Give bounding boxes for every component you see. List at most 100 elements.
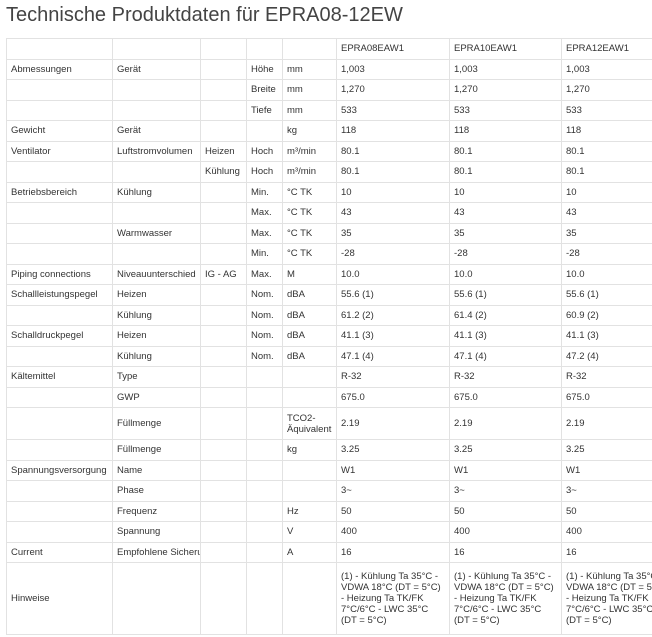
table-cell: Heizen [112, 325, 201, 347]
table-cell: Max. [246, 263, 283, 285]
table-row: Kältemittel Type R-32 R-32 R-32 [6, 366, 652, 388]
table-cell: Kältemittel [6, 366, 113, 388]
table-cell: Breite [246, 79, 283, 101]
table-cell [200, 541, 247, 563]
page-title: Technische Produktdaten für EPRA08-12EW [6, 4, 403, 26]
table-cell: mm [282, 79, 337, 101]
table-cell: 35 [561, 222, 652, 244]
table-cell: m³/min [282, 140, 337, 162]
table-cell: Abmessungen [6, 58, 113, 80]
table-cell [282, 459, 337, 481]
table-cell [246, 562, 283, 635]
table-cell: Min. [246, 243, 283, 265]
table-cell: R-32 [561, 366, 652, 388]
table-cell: Hinweise [6, 562, 113, 635]
table-cell: °C TK [282, 243, 337, 265]
table-cell [200, 480, 247, 502]
table-cell [200, 284, 247, 306]
table-cell [246, 439, 283, 461]
table-cell: Max. [246, 202, 283, 224]
table-row: Breite mm 1,270 1,270 1,270 [6, 79, 652, 101]
table-row: Kühlung Nom. dBA 47.1 (4) 47.1 (4) 47.2 (4) [6, 345, 652, 367]
table-cell: 10.0 [336, 263, 450, 285]
table-cell [246, 120, 283, 142]
table-cell: °C TK [282, 181, 337, 203]
table-cell: Gewicht [6, 120, 113, 142]
table-cell: 55.6 (1) [336, 284, 450, 306]
table-cell: Betriebsbereich [6, 181, 113, 203]
table-row: Schalldruckpegel Heizen Nom. dBA 41.1 (3) 41.… [6, 325, 652, 347]
table-cell: GWP [112, 386, 201, 408]
table-cell: 10.0 [561, 263, 652, 285]
table-cell [246, 38, 283, 60]
table-cell [246, 480, 283, 502]
table-cell: R-32 [449, 366, 562, 388]
table-cell: Nom. [246, 325, 283, 347]
table-cell: -28 [336, 243, 450, 265]
table-cell [200, 366, 247, 388]
table-cell: kg [282, 439, 337, 461]
table-cell [200, 345, 247, 367]
table-cell: 3.25 [449, 439, 562, 461]
table-cell: -28 [561, 243, 652, 265]
table-cell: Kühlung [112, 181, 201, 203]
table-cell [246, 521, 283, 543]
table-row: Betriebsbereich Kühlung Min. °C TK 10 10 10 [6, 181, 652, 203]
table-cell: Name [112, 459, 201, 481]
table-cell: Kühlung [112, 345, 201, 367]
table-cell: 3.25 [336, 439, 450, 461]
table-cell [200, 407, 247, 440]
table-cell: 55.6 (1) [449, 284, 562, 306]
table-cell: 10 [449, 181, 562, 203]
table-cell: W1 [449, 459, 562, 481]
table-cell: Empfohlene Sicherungen [112, 541, 201, 563]
table-cell: °C TK [282, 222, 337, 244]
table-cell: dBA [282, 345, 337, 367]
table-cell: 80.1 [449, 161, 562, 183]
table-cell: 43 [449, 202, 562, 224]
table-cell [200, 58, 247, 80]
table-cell [6, 521, 113, 543]
table-cell [6, 439, 113, 461]
table-cell: Schallleistungspegel [6, 284, 113, 306]
table-cell [6, 223, 113, 244]
table-cell: 35 [336, 222, 450, 244]
table-cell [6, 480, 113, 502]
table-cell: 118 [449, 120, 562, 142]
table-cell [6, 346, 113, 367]
table-cell: Spannungsversorgung [6, 459, 113, 481]
table-cell: 1,003 [449, 58, 562, 80]
table-cell [200, 38, 247, 60]
table-cell: Schalldruckpegel [6, 325, 113, 347]
table-cell: 533 [449, 99, 562, 121]
table-cell: 47.1 (4) [336, 345, 450, 367]
table-cell: 118 [561, 120, 652, 142]
table-cell: Min. [246, 181, 283, 203]
table-cell: °C TK [282, 202, 337, 224]
table-cell: Spannung [112, 521, 201, 543]
table-cell: Füllmenge [112, 439, 201, 461]
table-cell [112, 161, 201, 183]
table-cell [112, 562, 201, 635]
table-cell [112, 243, 201, 265]
table-cell: 41.1 (3) [561, 325, 652, 347]
table-cell: EPRA10EAW1 [449, 38, 562, 60]
table-cell [200, 521, 247, 543]
table-cell [112, 38, 201, 60]
table-cell [200, 325, 247, 347]
table-cell [282, 562, 337, 635]
table-cell [200, 222, 247, 244]
table-cell: 43 [561, 202, 652, 224]
table-cell: 400 [561, 521, 652, 543]
table-cell: mm [282, 99, 337, 121]
table-cell: Heizen [200, 140, 247, 162]
table-cell [6, 79, 113, 101]
table-cell: 50 [561, 500, 652, 522]
table-row: Abmessungen Gerät Höhe mm 1,003 1,003 1,003 [6, 58, 652, 80]
table-cell: Nom. [246, 304, 283, 326]
table-row: Frequenz Hz 50 50 50 [6, 500, 652, 522]
table-cell: dBA [282, 304, 337, 326]
table-cell: Heizen [112, 284, 201, 306]
table-cell: 3~ [449, 480, 562, 502]
table-cell: Max. [246, 222, 283, 244]
